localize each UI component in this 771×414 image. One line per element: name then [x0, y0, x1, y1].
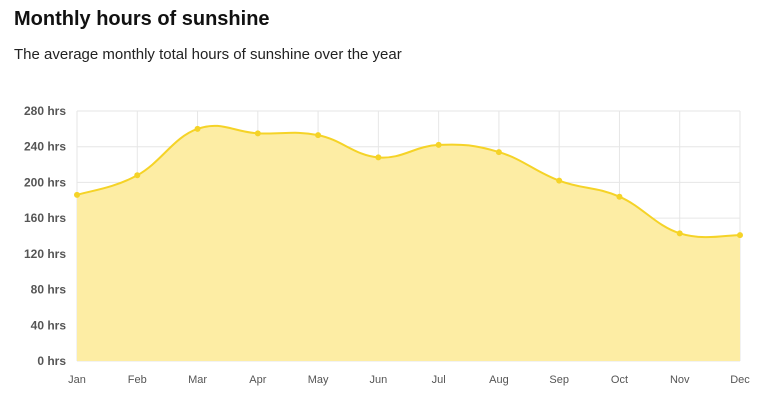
- data-point-jun[interactable]: [375, 154, 382, 161]
- x-tick-label: Mar: [188, 374, 207, 386]
- x-axis-ticks: Jan Feb Mar Apr May Jun Jul Aug Sep Oct Nov Dec: [68, 374, 750, 386]
- x-tick-label: Oct: [611, 374, 628, 386]
- data-point-oct[interactable]: [616, 193, 623, 200]
- x-tick-label: Jan: [68, 374, 86, 386]
- x-tick-label: May: [308, 374, 329, 386]
- x-tick-label: Aug: [489, 374, 509, 386]
- x-tick-label: Feb: [128, 374, 147, 386]
- area-fill: [77, 125, 740, 361]
- data-points: [74, 125, 743, 239]
- y-tick-label: 160 hrs: [24, 211, 66, 225]
- y-axis-ticks: 0 hrs 40 hrs 80 hrs 120 hrs 160 hrs 200 hrs 24…: [24, 104, 66, 368]
- data-point-aug[interactable]: [495, 149, 502, 156]
- x-tick-label: Dec: [730, 374, 750, 386]
- data-point-may[interactable]: [315, 132, 322, 139]
- y-tick-label: 280 hrs: [24, 104, 66, 118]
- y-tick-label: 0 hrs: [37, 354, 66, 368]
- data-point-mar[interactable]: [194, 125, 201, 132]
- data-point-dec[interactable]: [737, 232, 743, 239]
- x-tick-label: Jul: [432, 374, 446, 386]
- data-point-apr[interactable]: [254, 130, 261, 137]
- data-point-sep[interactable]: [556, 177, 563, 184]
- data-point-jan[interactable]: [74, 191, 80, 198]
- x-tick-label: Nov: [670, 374, 690, 386]
- x-tick-label: Apr: [249, 374, 266, 386]
- x-tick-label: Sep: [549, 374, 569, 386]
- y-tick-label: 200 hrs: [24, 175, 66, 189]
- data-point-jul[interactable]: [435, 141, 442, 148]
- chart-subtitle: The average monthly total hours of sunsh…: [14, 46, 402, 63]
- y-tick-label: 40 hrs: [31, 318, 67, 332]
- chart-title: Monthly hours of sunshine: [14, 8, 270, 30]
- data-point-feb[interactable]: [134, 172, 141, 179]
- data-point-nov[interactable]: [676, 230, 683, 237]
- y-tick-label: 120 hrs: [24, 247, 66, 261]
- y-tick-label: 240 hrs: [24, 140, 66, 154]
- y-tick-label: 80 hrs: [31, 283, 67, 297]
- x-tick-label: Jun: [369, 374, 387, 386]
